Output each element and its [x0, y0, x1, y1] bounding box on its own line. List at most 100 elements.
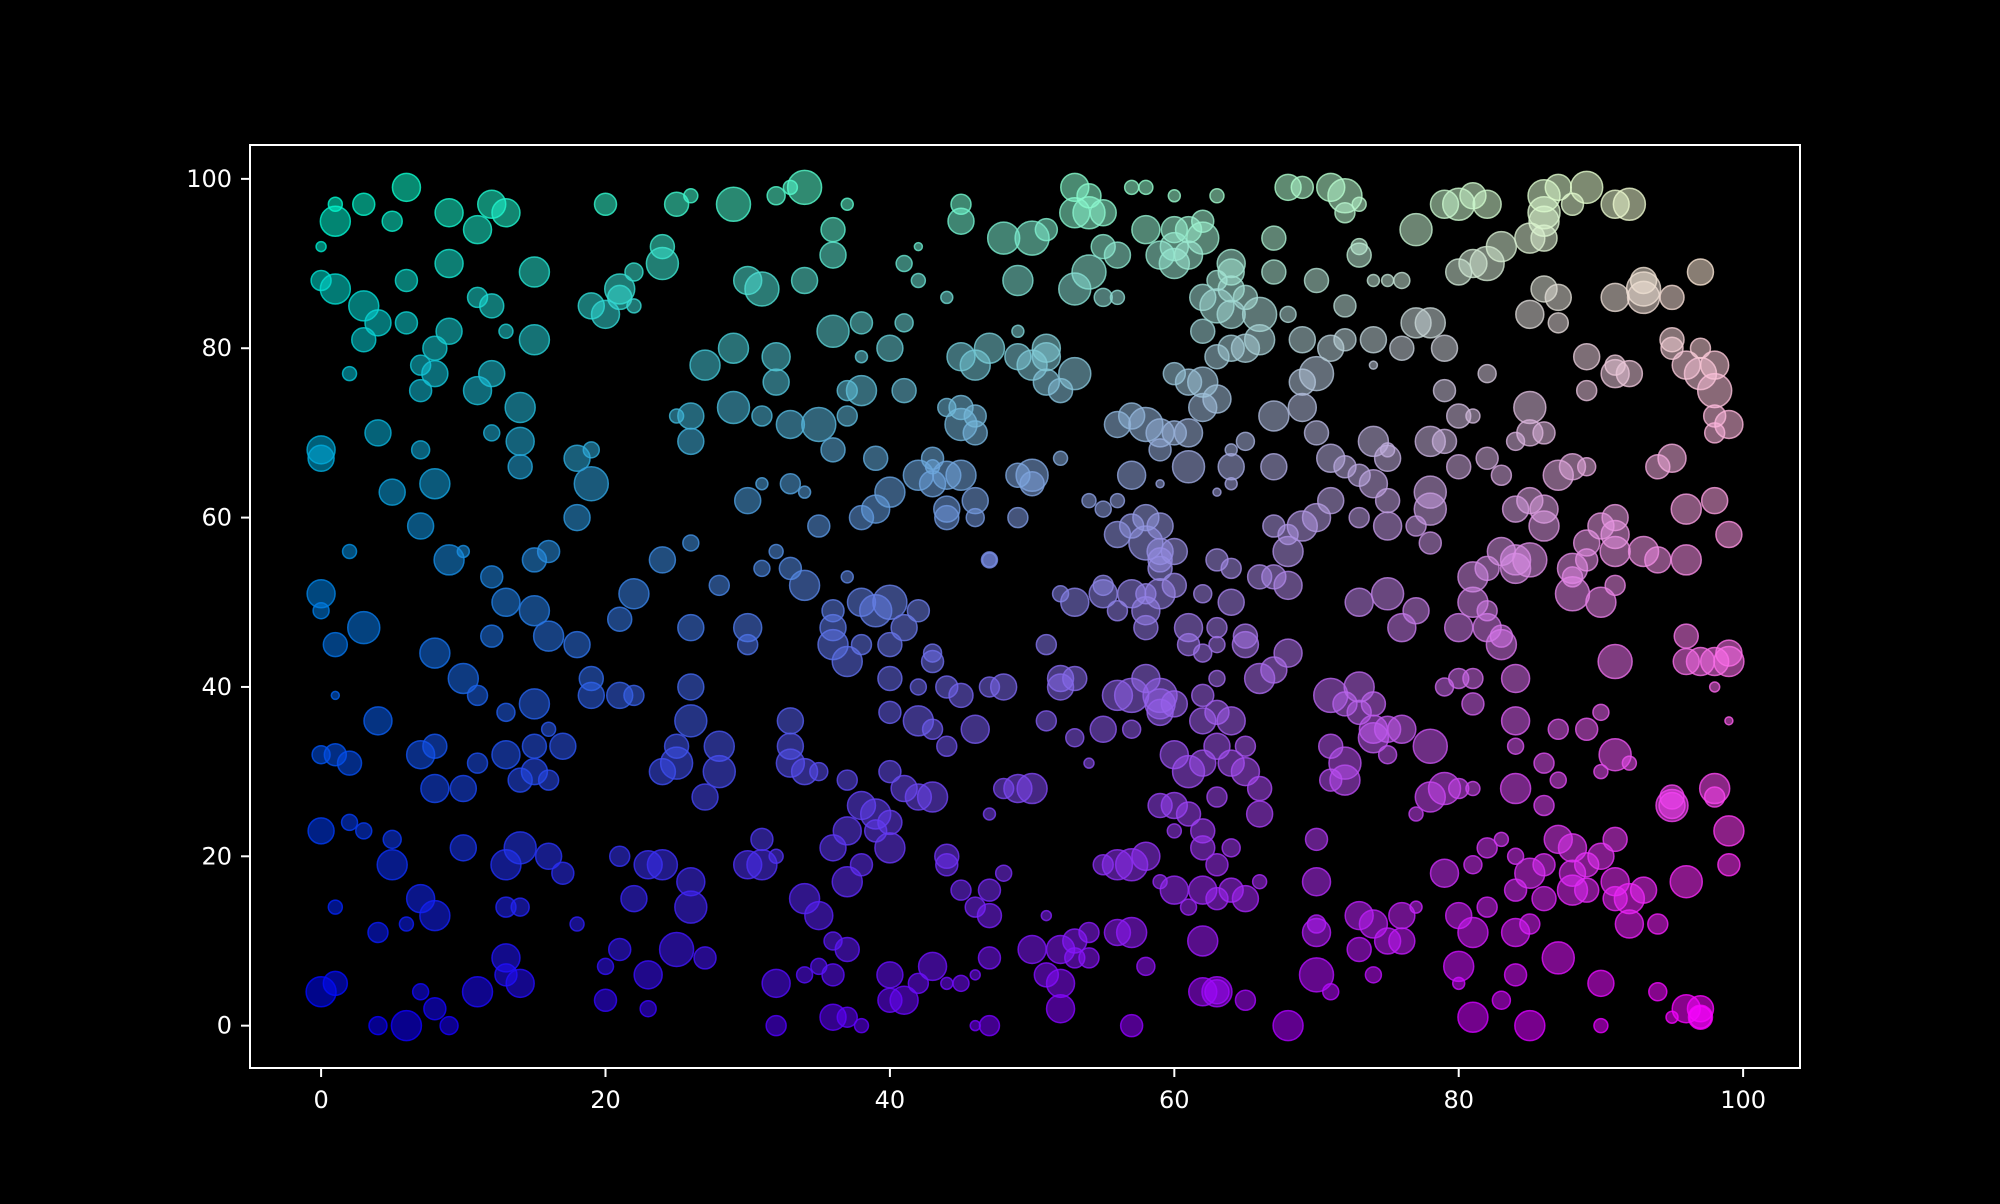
scatter-point: [778, 556, 803, 581]
scatter-point: [315, 240, 327, 253]
scatter-point: [1393, 271, 1411, 290]
scatter-point: [1206, 616, 1228, 639]
scatter-point: [1145, 240, 1175, 270]
scatter-point: [821, 963, 845, 987]
scatter-point: [577, 292, 606, 320]
scatter-point: [355, 822, 373, 840]
scatter-point: [913, 241, 924, 252]
scatter-point: [352, 192, 376, 217]
scatter-point: [854, 349, 869, 364]
scatter-point: [1316, 486, 1345, 515]
scatter-point: [1629, 876, 1658, 904]
scatter-point: [1512, 542, 1548, 578]
scatter-point: [1258, 400, 1290, 432]
scatter-point: [551, 861, 575, 885]
scatter-point: [620, 884, 648, 913]
scatter-point: [1715, 520, 1743, 549]
scatter-point: [1224, 476, 1238, 491]
scatter-point: [466, 752, 489, 774]
scatter-point: [1191, 209, 1215, 233]
scatter-point: [935, 853, 959, 877]
scatter-point: [1234, 989, 1257, 1012]
scatter-point: [973, 332, 1006, 364]
scatter-point: [1031, 333, 1062, 363]
scatter-point: [1648, 982, 1668, 1002]
scatter-point: [1136, 956, 1156, 977]
scatter-point: [419, 899, 451, 932]
scatter-point: [934, 504, 960, 531]
scatter-point: [439, 1015, 459, 1036]
scatter-point: [1166, 823, 1183, 839]
scatter-point: [482, 424, 501, 442]
scatter-point: [1493, 831, 1510, 848]
scatter-point: [307, 817, 335, 845]
scatter-point: [1685, 646, 1716, 677]
scatter-point: [1612, 187, 1647, 222]
scatter-point: [1217, 258, 1245, 286]
scatter-point: [1109, 289, 1126, 306]
scatter-point: [569, 916, 585, 932]
scatter-point: [537, 769, 560, 791]
scatter-point: [1035, 710, 1058, 732]
scatter-point: [820, 437, 846, 463]
scatter-point: [1119, 1013, 1144, 1038]
scatter-point: [1288, 326, 1317, 354]
scatter-point: [862, 445, 889, 472]
scatter-point: [836, 769, 858, 791]
scatter-point: [1388, 901, 1416, 930]
scatter-point: [518, 256, 551, 288]
scatter-point: [447, 662, 480, 695]
scatter-point: [577, 681, 606, 710]
scatter-point: [936, 735, 958, 757]
scatter-point: [307, 444, 335, 473]
scatter-point: [907, 972, 930, 995]
scatter-point: [872, 584, 908, 621]
scatter-point: [1703, 786, 1726, 808]
scatter-point: [1212, 487, 1222, 497]
scatter-point: [817, 628, 849, 661]
scatter-point: [1147, 547, 1173, 573]
scatter-point: [677, 673, 705, 701]
scatter-point: [1306, 914, 1327, 934]
scatter-point: [1505, 431, 1526, 452]
scatter-point: [421, 359, 449, 388]
scatter-point: [819, 834, 847, 862]
scatter-point: [1506, 847, 1525, 866]
scatter-point: [1541, 941, 1576, 975]
scatter-point: [1155, 478, 1165, 489]
scatter-point: [1301, 866, 1332, 897]
scatter-point: [1418, 531, 1443, 555]
scatter-point: [1387, 612, 1417, 643]
scatter-point: [1370, 577, 1405, 611]
scatter-point: [940, 290, 954, 305]
scatter-point: [1491, 990, 1512, 1011]
scatter-point: [1593, 763, 1609, 780]
scatter-point: [1179, 898, 1198, 916]
scatter-point: [889, 985, 919, 1016]
scatter-point: [1209, 188, 1225, 204]
scatter-point: [1235, 431, 1256, 452]
scatter-point: [733, 486, 762, 515]
scatter-point: [989, 673, 1018, 701]
scatter-point: [850, 633, 873, 656]
scatter-point: [1344, 587, 1374, 618]
scatter-point: [1052, 450, 1069, 467]
scatter-point: [945, 459, 977, 491]
scatter-point: [1689, 337, 1712, 359]
scatter-point: [909, 678, 928, 696]
scatter-point: [434, 248, 464, 279]
scatter-point: [1148, 438, 1172, 462]
scatter-point: [1193, 584, 1213, 604]
scatter-point: [1161, 420, 1188, 446]
scatter-point: [1351, 196, 1367, 213]
scatter-point: [663, 191, 690, 218]
scatter-point: [1216, 706, 1246, 736]
scatter-point: [1348, 506, 1370, 529]
scatter-point: [1519, 913, 1541, 935]
scatter-point: [1017, 934, 1047, 965]
x-tick-label: 100: [1720, 1086, 1766, 1114]
scatter-point: [874, 476, 906, 508]
scatter-point: [1045, 993, 1076, 1024]
scatter-point: [1171, 450, 1206, 484]
scatter-point: [456, 544, 471, 559]
